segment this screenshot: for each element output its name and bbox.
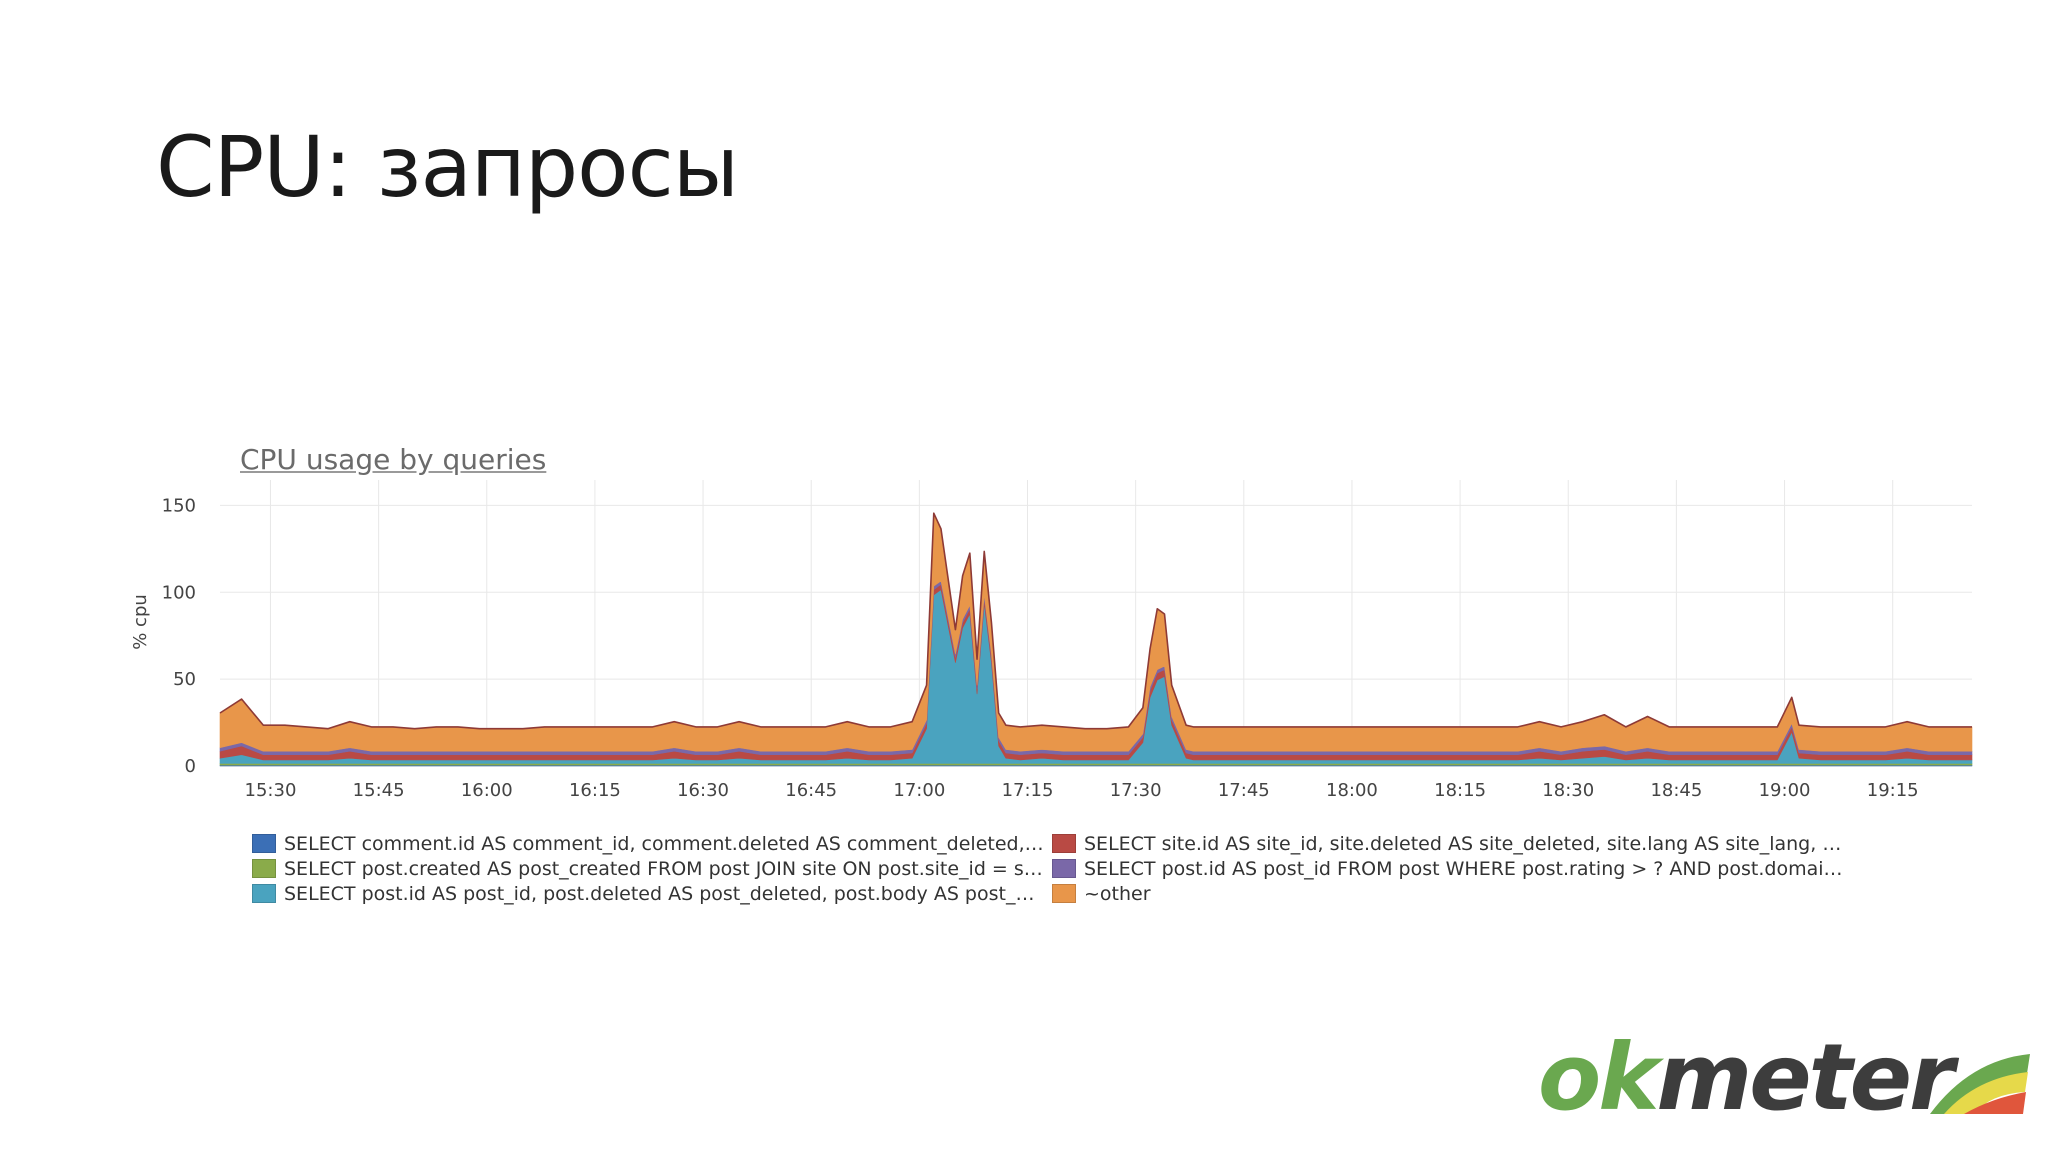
logo-wordmark: okmeter — [1538, 1032, 1954, 1124]
y-tick-label: 0 — [185, 756, 196, 777]
x-tick-label: 15:30 — [245, 780, 297, 801]
legend-swatch — [1052, 834, 1076, 853]
chart-title-link[interactable]: CPU usage by queries — [240, 443, 547, 476]
x-tick-label: 18:45 — [1650, 780, 1702, 801]
x-tick-label: 18:30 — [1542, 780, 1594, 801]
x-tick-label: 19:00 — [1759, 780, 1811, 801]
okmeter-wedge-icon — [1930, 1054, 2030, 1114]
legend-item[interactable]: ~other — [1052, 882, 1852, 905]
y-tick-label: 100 — [162, 582, 196, 603]
okmeter-logo: okmeter — [1538, 1032, 2034, 1134]
legend-label: SELECT post.created AS post_created FROM… — [284, 857, 1044, 880]
x-tick-label: 16:45 — [785, 780, 837, 801]
x-tick-label: 16:00 — [461, 780, 513, 801]
axes: 0 50 100 150 15:30 15:45 16:00 16:15 16:30 16:45 1… — [162, 495, 1919, 801]
x-tick-label: 17:15 — [1002, 780, 1054, 801]
y-axis-label: % cpu — [130, 594, 151, 650]
x-tick-label: 19:15 — [1867, 780, 1919, 801]
stacked-areas — [219, 512, 1973, 767]
legend-swatch — [1052, 884, 1076, 903]
stack-top-edge — [219, 512, 1972, 730]
legend-swatch — [1052, 859, 1076, 878]
y-tick-label: 150 — [162, 495, 196, 516]
x-tick-label: 16:30 — [677, 780, 729, 801]
legend-swatch — [252, 859, 276, 878]
logo-ok-text: ok — [1538, 1024, 1659, 1131]
x-tick-label: 17:45 — [1218, 780, 1270, 801]
legend-label: SELECT site.id AS site_id, site.deleted … — [1084, 832, 1844, 855]
legend-item[interactable]: SELECT post.created AS post_created FROM… — [252, 857, 1052, 880]
slide-title: CPU: запросы — [156, 118, 739, 216]
legend-label: SELECT post.id AS post_id, post.deleted … — [284, 882, 1044, 905]
legend-label: SELECT comment.id AS comment_id, comment… — [284, 832, 1044, 855]
legend-item[interactable]: SELECT post.id AS post_id, post.deleted … — [252, 882, 1052, 905]
y-tick-label: 50 — [173, 669, 196, 690]
legend-label: ~other — [1084, 882, 1151, 905]
legend-label: SELECT post.id AS post_id FROM post WHER… — [1084, 857, 1844, 880]
x-tick-label: 17:30 — [1110, 780, 1162, 801]
legend-item[interactable]: SELECT post.id AS post_id FROM post WHER… — [1052, 857, 1852, 880]
x-tick-label: 18:15 — [1434, 780, 1486, 801]
x-tick-label: 17:00 — [893, 780, 945, 801]
logo-meter-text: meter — [1656, 1024, 1954, 1131]
legend-item[interactable]: SELECT comment.id AS comment_id, comment… — [252, 832, 1052, 855]
grid-lines — [220, 480, 1972, 767]
x-tick-label: 16:15 — [569, 780, 621, 801]
legend-swatch — [252, 884, 276, 903]
series-area-5 — [219, 512, 1973, 752]
chart-legend: SELECT comment.id AS comment_id, comment… — [252, 832, 1852, 905]
x-tick-label: 18:00 — [1326, 780, 1378, 801]
x-tick-label: 15:45 — [353, 780, 405, 801]
legend-item[interactable]: SELECT site.id AS site_id, site.deleted … — [1052, 832, 1852, 855]
legend-swatch — [252, 834, 276, 853]
